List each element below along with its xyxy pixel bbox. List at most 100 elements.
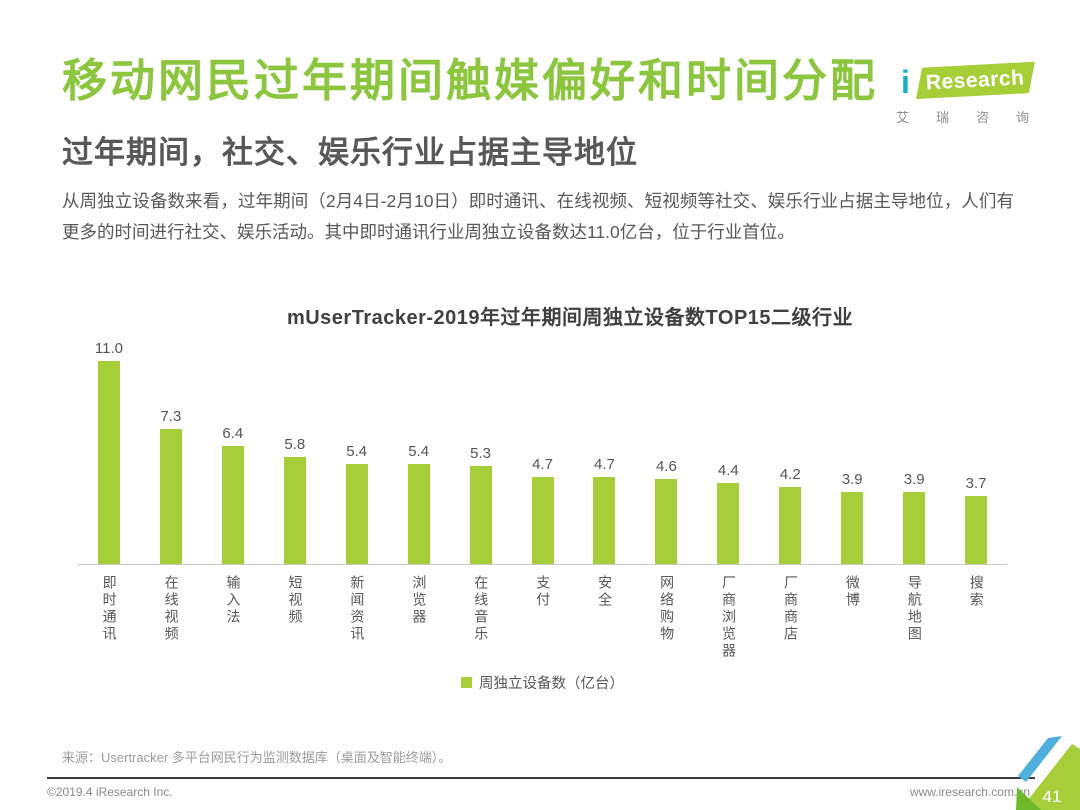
category-label: 导航地图 [906, 575, 923, 643]
category-label-cell: 厂商商店 [759, 575, 821, 660]
category-label: 厂商浏览器 [721, 575, 738, 660]
bar-value-label: 3.9 [841, 471, 863, 489]
category-label-cell: 短视频 [264, 575, 326, 660]
bar-value-label: 5.4 [408, 443, 430, 461]
bar-column: 3.9 [883, 338, 945, 564]
category-label: 即时通讯 [101, 575, 118, 643]
bar-column: 4.2 [759, 338, 821, 564]
summary-paragraph: 从周独立设备数来看，过年期间（2月4日-2月10日）即时通讯、在线视频、短视频等… [62, 191, 1014, 243]
category-label-cell: 在线视频 [140, 575, 202, 660]
bar-column: 7.3 [140, 338, 202, 564]
bar-column: 4.7 [512, 338, 574, 564]
category-label-cell: 输入法 [202, 575, 264, 660]
legend-swatch-icon [461, 677, 472, 688]
category-label-cell: 新闻资讯 [326, 575, 388, 660]
category-label-cell: 安全 [574, 575, 636, 660]
bar [345, 464, 368, 564]
bar [469, 466, 492, 564]
bar [593, 477, 616, 564]
corner-dark-green-triangle [1016, 787, 1041, 810]
bar [655, 479, 678, 564]
category-label-cell: 即时通讯 [78, 575, 140, 660]
source-note: 来源：Usertracker 多平台网民行为监测数据库（桌面及智能终端）。 [62, 750, 452, 765]
bar-value-label: 4.4 [717, 461, 739, 479]
category-label-cell: 厂商浏览器 [697, 575, 759, 660]
bar [717, 482, 740, 564]
bar-chart: 11.0 7.3 6.4 5.8 5.4 5.4 5.3 4.7 4.7 4.6 4.4 4.2 3.9… [78, 338, 1007, 693]
bar-value-label: 3.9 [903, 471, 925, 489]
bar-column: 5.3 [450, 338, 512, 564]
bar-value-label: 6.4 [222, 424, 244, 442]
bar-value-label: 7.3 [160, 408, 182, 426]
bar-value-label: 5.3 [470, 445, 492, 463]
bar-column: 4.7 [574, 338, 636, 564]
category-label: 微博 [844, 575, 861, 609]
category-labels-row: 即时通讯 在线视频 输入法 短视频 新闻资讯 浏览器 在线音乐 支付 安全 网络购物 厂商浏览器 厂商… [78, 565, 1007, 660]
bar [283, 456, 306, 564]
bar [97, 361, 120, 564]
bar-value-label: 5.8 [284, 435, 306, 453]
bar-column: 5.4 [326, 338, 388, 564]
category-label-cell: 微博 [821, 575, 883, 660]
category-label: 在线音乐 [473, 575, 490, 643]
corner-green-shape [1020, 744, 1080, 810]
page-title: 移动网民过年期间触媒偏好和时间分配 [62, 55, 879, 106]
category-label-cell: 导航地图 [883, 575, 945, 660]
category-label-cell: 搜索 [945, 575, 1007, 660]
chart-title: mUserTracker-2019年过年期间周独立设备数TOP15二级行业 [286, 307, 854, 329]
category-label: 在线视频 [163, 575, 180, 643]
category-label: 新闻资讯 [349, 575, 366, 643]
bar [531, 477, 554, 564]
logo-wordmark: Research [925, 65, 1026, 94]
page-corner-decoration: 41 [1016, 736, 1080, 810]
category-label: 网络购物 [659, 575, 676, 643]
bar [159, 429, 182, 564]
legend-label: 周独立设备数（亿台） [479, 676, 624, 692]
bar-column: 3.9 [821, 338, 883, 564]
corner-blue-stripe [1018, 736, 1062, 782]
bar-column: 4.4 [697, 338, 759, 564]
bar-column: 5.8 [264, 338, 326, 564]
logo-chinese-name: 艾瑞咨询 [896, 110, 1057, 125]
logo-flag-shape: Research [916, 61, 1035, 99]
category-label: 短视频 [287, 575, 304, 626]
bar [841, 492, 864, 564]
logo-i-icon: i [901, 64, 910, 100]
category-label: 安全 [597, 575, 614, 609]
bar-column: 6.4 [202, 338, 264, 564]
website-link[interactable]: www.iresearch.com.cn [909, 785, 1030, 799]
category-label: 厂商商店 [782, 575, 799, 643]
iresearch-logo: i Research 艾瑞咨询 [880, 55, 1040, 127]
bar-value-label: 3.7 [965, 474, 987, 492]
bar [221, 445, 244, 564]
bar-column: 3.7 [945, 338, 1007, 564]
bar-value-label: 4.6 [655, 458, 677, 476]
page-number: 41 [1043, 787, 1062, 806]
category-label-cell: 支付 [512, 575, 574, 660]
bar-value-label: 4.2 [779, 465, 801, 483]
bar-value-label: 5.4 [346, 443, 368, 461]
category-label-cell: 浏览器 [388, 575, 450, 660]
bar-column: 11.0 [78, 338, 140, 564]
slide-subtitle: 过年期间，社交、娱乐行业占据主导地位 [62, 135, 638, 170]
bar-column: 4.6 [635, 338, 697, 564]
category-label: 浏览器 [411, 575, 428, 626]
category-label-cell: 网络购物 [635, 575, 697, 660]
bar [965, 495, 988, 564]
footer-divider [47, 777, 1035, 779]
category-label: 支付 [535, 575, 552, 609]
bar [903, 492, 926, 564]
category-label-cell: 在线音乐 [450, 575, 512, 660]
bars-row: 11.0 7.3 6.4 5.8 5.4 5.4 5.3 4.7 4.7 4.6 4.4 4.2 3.9… [78, 338, 1007, 565]
bar-value-label: 11.0 [94, 340, 124, 357]
bar [407, 464, 430, 564]
category-label: 搜索 [968, 575, 985, 609]
bar-value-label: 4.7 [594, 456, 615, 474]
bar [779, 486, 802, 564]
bar-value-label: 4.7 [532, 456, 553, 474]
category-label: 输入法 [225, 575, 242, 626]
copyright-text: ©2019.4 iResearch Inc. [47, 785, 173, 799]
bar-column: 5.4 [388, 338, 450, 564]
chart-legend: 周独立设备数（亿台） [78, 672, 1007, 693]
